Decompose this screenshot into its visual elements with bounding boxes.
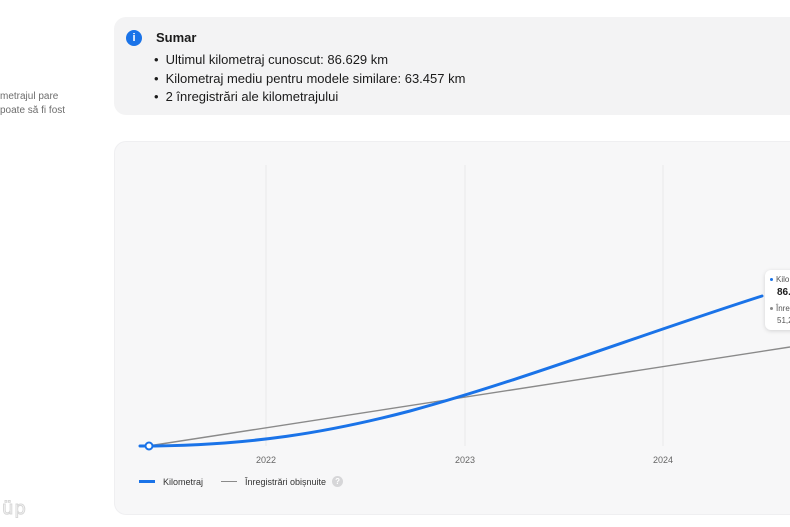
legend-label-mileage: Kilometraj xyxy=(163,476,204,487)
watermark-logo: üp xyxy=(2,498,27,520)
legend-item-mileage[interactable]: Kilometraj xyxy=(139,477,203,487)
x-tick-2022: 2022 xyxy=(256,455,276,465)
tooltip-series2-label: Înre xyxy=(776,304,790,313)
summary-title: Sumar xyxy=(156,30,197,45)
side-note: metrajul pare poate să fi fost xyxy=(0,90,80,118)
chart-legend: Kilometraj Înregistrări obișnuite ? xyxy=(139,476,361,487)
tooltip-series2-value: 51,2 xyxy=(777,316,790,325)
tooltip-series1-value: 86. xyxy=(777,287,790,298)
summary-item-average-mileage: Kilometraj mediu pentru modele similare:… xyxy=(154,70,466,89)
tooltip-series1-label-row: Kilo xyxy=(770,275,789,284)
tooltip-series1-label: Kilo xyxy=(776,275,790,284)
tooltip-series2-label-row: Înre xyxy=(770,304,790,313)
info-icon: i xyxy=(126,30,142,46)
help-icon[interactable]: ? xyxy=(332,476,344,487)
legend-swatch-typical-records xyxy=(221,480,238,483)
chart-tooltip: Kilo 86. Înre 51,2 xyxy=(765,270,790,330)
series-mileage-start-point xyxy=(144,441,154,451)
tooltip-series1-dot xyxy=(770,278,773,282)
x-tick-2024: 2024 xyxy=(653,455,673,465)
side-note-line-1: metrajul pare xyxy=(0,91,59,102)
side-note-line-2: poate să fi fost xyxy=(0,105,66,116)
tooltip-series2-dot xyxy=(770,307,773,311)
x-tick-2023: 2023 xyxy=(455,455,475,465)
legend-swatch-mileage xyxy=(139,480,155,483)
grid-lines xyxy=(265,165,664,446)
legend-label-typical-records: Înregistrări obișnuite xyxy=(245,476,327,487)
summary-item-last-mileage: Ultimul kilometraj cunoscut: 86.629 km xyxy=(154,51,465,70)
mileage-chart-card xyxy=(114,141,790,515)
summary-panel: i Sumar Ultimul kilometraj cunoscut: 86.… xyxy=(114,17,790,115)
summary-item-record-count: 2 înregistrări ale kilometrajului xyxy=(154,88,465,107)
legend-item-typical-records[interactable]: Înregistrări obișnuite ? xyxy=(221,476,344,487)
series-typical-records-line xyxy=(147,346,790,447)
summary-list: Ultimul kilometraj cunoscut: 86.629 km K… xyxy=(154,51,466,107)
series-mileage-line xyxy=(138,294,764,448)
